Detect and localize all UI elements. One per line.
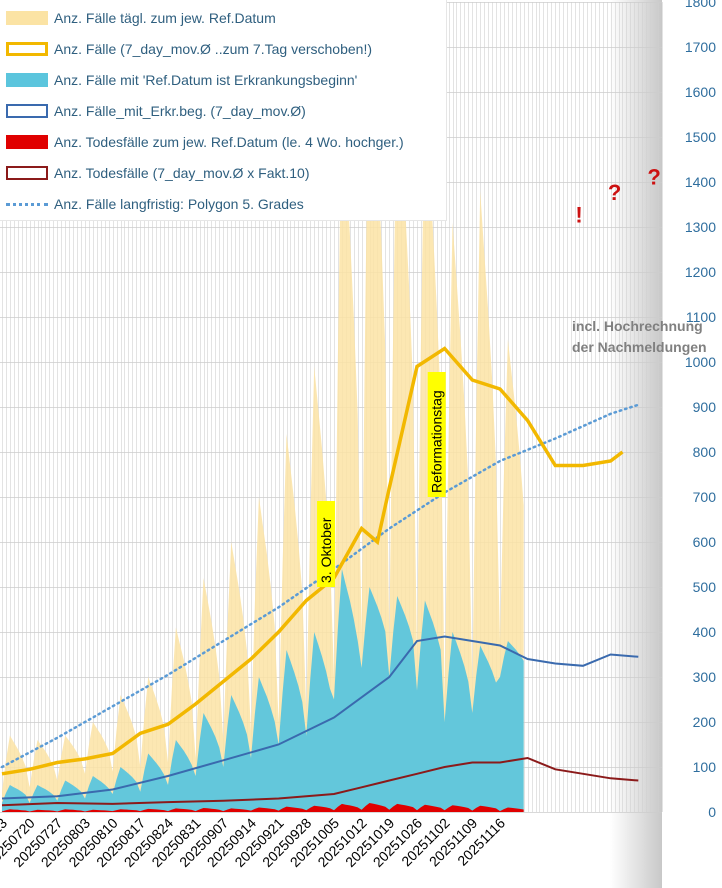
legend-label-onset-moving-avg: Anz. Fälle_mit_Erkr.beg. (7_day_mov.Ø) <box>54 103 306 119</box>
y-tick-label: 0 <box>708 804 716 820</box>
y-tick-label: 1400 <box>685 174 716 190</box>
chart-legend: Anz. Fälle tägl. zum jew. Ref.Datum Anz.… <box>0 0 447 221</box>
y-tick-label: 1100 <box>686 309 716 325</box>
y-tick-label: 1500 <box>685 129 716 145</box>
onset-moving-avg-line <box>1 635 639 800</box>
y-tick-label: 1300 <box>685 219 716 235</box>
y-tick-label: 900 <box>693 399 717 415</box>
y-tick-label: 1200 <box>685 264 716 280</box>
legend-swatch-polynomial-trend <box>6 202 48 206</box>
annotation-reformationstag: Reformationstag <box>427 372 446 497</box>
y-tick-label: 100 <box>693 759 717 775</box>
legend-item-deaths: Anz. Todesfälle zum jew. Ref.Datum (le. … <box>6 131 404 153</box>
onset-cases-area <box>1 569 524 812</box>
y-tick-label: 1700 <box>685 39 716 55</box>
legend-item-daily-cases: Anz. Fälle tägl. zum jew. Ref.Datum <box>6 7 276 29</box>
note-extrapolation-line2: der Nachmeldungen <box>572 339 707 355</box>
annotation-box <box>317 501 336 587</box>
legend-item-polynomial-trend: Anz. Fälle langfristig: Polygon 5. Grade… <box>6 193 304 215</box>
y-tick-label: 1000 <box>685 354 716 370</box>
legend-swatch-onset-moving-avg <box>6 104 48 118</box>
annotation-box <box>427 372 446 497</box>
y-tick-label: 400 <box>693 624 717 640</box>
y-tick-label: 1600 <box>685 84 716 100</box>
annotation-oktober: 3. Oktober <box>317 501 336 587</box>
legend-swatch-onset-cases <box>6 73 48 87</box>
legend-label-cases-moving-avg: Anz. Fälle (7_day_mov.Ø ..zum 7.Tag vers… <box>54 41 372 57</box>
y-axis: 0 100 200 300 400 500 600 700 800 900 1000 1100 1200… <box>685 0 716 820</box>
legend-label-polynomial-trend: Anz. Fälle langfristig: Polygon 5. Grade… <box>54 196 304 212</box>
right-shade-band <box>610 0 662 888</box>
legend-item-onset-cases: Anz. Fälle mit 'Ref.Datum ist Erkrankung… <box>6 69 357 91</box>
y-tick-label: 300 <box>693 669 717 685</box>
deaths-area <box>1 803 524 812</box>
y-tick-label: 800 <box>693 444 717 460</box>
legend-swatch-deaths-moving-avg <box>6 166 48 180</box>
legend-swatch-cases-moving-avg <box>6 42 48 56</box>
legend-swatch-deaths <box>6 135 48 149</box>
annotation-text: 3. Oktober <box>318 517 334 583</box>
y-tick-label: 1800 <box>685 0 716 10</box>
legend-item-deaths-moving-avg: Anz. Todesfälle (7_day_mov.Ø x Fakt.10) <box>6 162 310 184</box>
legend-swatch-daily-cases <box>6 11 48 25</box>
y-tick-label: 700 <box>693 489 717 505</box>
annotation-mark: ? <box>647 164 660 189</box>
y-tick-label: 200 <box>693 714 717 730</box>
annotation-text: Reformationstag <box>429 390 445 493</box>
axis-background <box>662 0 722 888</box>
y-tick-label: 500 <box>693 579 717 595</box>
daily-cases-area <box>1 2 524 812</box>
annotation-mark: ? <box>608 180 621 205</box>
note-extrapolation-line1: incl. Hochrechnung <box>572 318 703 334</box>
legend-item-cases-moving-avg: Anz. Fälle (7_day_mov.Ø ..zum 7.Tag vers… <box>6 38 372 60</box>
x-axis: 2025071320250720202507272025080320250810… <box>0 815 508 871</box>
legend-label-deaths-moving-avg: Anz. Todesfälle (7_day_mov.Ø x Fakt.10) <box>54 165 310 181</box>
legend-label-daily-cases: Anz. Fälle tägl. zum jew. Ref.Datum <box>54 10 276 26</box>
legend-label-deaths: Anz. Todesfälle zum jew. Ref.Datum (le. … <box>54 134 404 150</box>
legend-label-onset-cases: Anz. Fälle mit 'Ref.Datum ist Erkrankung… <box>54 72 358 88</box>
y-tick-label: 600 <box>693 534 717 550</box>
legend-item-onset-moving-avg: Anz. Fälle_mit_Erkr.beg. (7_day_mov.Ø) <box>6 100 306 122</box>
deaths-moving-avg-line <box>1 756 639 807</box>
annotation-mark: ! <box>575 203 582 228</box>
